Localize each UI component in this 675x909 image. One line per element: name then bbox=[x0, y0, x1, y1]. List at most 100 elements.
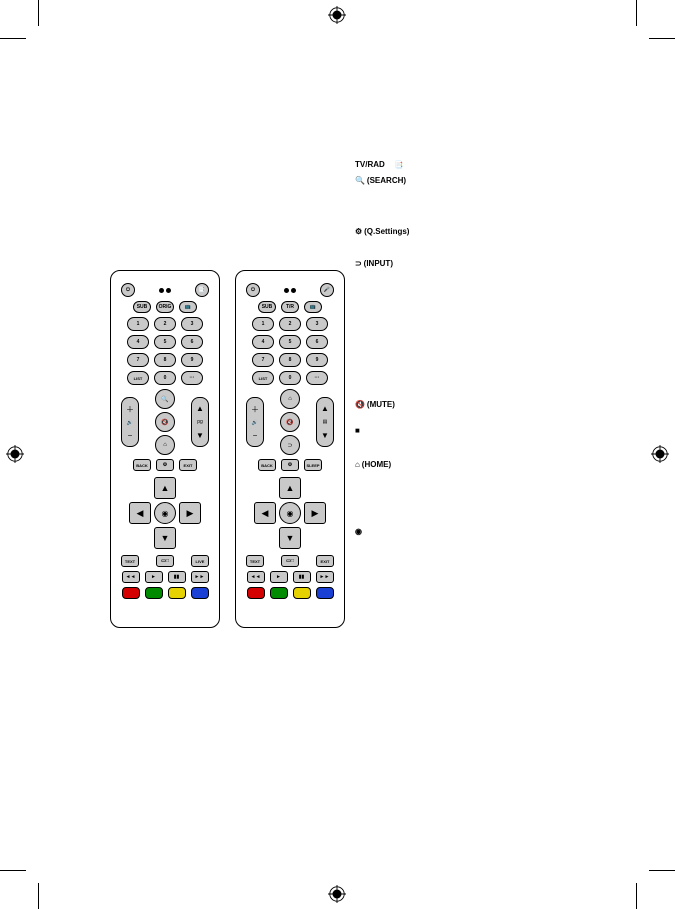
dpad-down: ▼ bbox=[154, 527, 176, 549]
mid-btn-1: 🔍 bbox=[155, 389, 175, 409]
rocker-row: ＋🔊− ⌂ 🔇 ⊃ ▲▤▼ bbox=[246, 389, 334, 455]
desc-home: ⌂ (HOME) bbox=[355, 460, 645, 470]
desc-input: ⊃ (INPUT) bbox=[355, 259, 645, 269]
num-9: 9 bbox=[181, 353, 203, 367]
back-button: BACK bbox=[258, 459, 276, 471]
text-row: TEXT ▭□ LIVE bbox=[121, 555, 209, 567]
top-right-button: 📑 bbox=[195, 283, 209, 297]
num-row-3: 789 bbox=[121, 353, 209, 367]
list-button: LIST bbox=[252, 371, 274, 385]
num-row-1: 123 bbox=[121, 317, 209, 331]
num-3: 3 bbox=[181, 317, 203, 331]
red-button bbox=[122, 587, 140, 599]
subtitle-button: SUB bbox=[133, 301, 151, 313]
desc-mute: 🔇 (MUTE) bbox=[355, 400, 645, 410]
description-column: TV/RAD ⌄/📑 🔍 (SEARCH) ⚙ (Q.Settings) ⊃ (… bbox=[355, 160, 645, 543]
yellow-button bbox=[293, 587, 311, 599]
led-group bbox=[159, 283, 171, 297]
num-1: 1 bbox=[127, 317, 149, 331]
num-row-4: LIST 0 ··· bbox=[121, 371, 209, 385]
remote-diagrams: ⏻ 📑 SUB ORIG 📺 123 456 789 LIST0··· ＋🔊− … bbox=[110, 270, 345, 628]
more-button: ··· bbox=[306, 371, 328, 385]
av-button: ▭□ bbox=[281, 555, 299, 567]
power-button: ⏻ bbox=[121, 283, 135, 297]
input-icon: ⊃ bbox=[355, 259, 362, 268]
num-9: 9 bbox=[306, 353, 328, 367]
num-7: 7 bbox=[252, 353, 274, 367]
pause-button: ▮▮ bbox=[168, 571, 186, 583]
num-0: 0 bbox=[279, 371, 301, 385]
mid-btn-2: 🔇 bbox=[280, 412, 300, 432]
num-row-2: 456 bbox=[121, 335, 209, 349]
dpad-down: ▼ bbox=[279, 527, 301, 549]
list-button: LIST bbox=[127, 371, 149, 385]
more-button: ··· bbox=[181, 371, 203, 385]
sleep-button: SLEEP bbox=[304, 459, 322, 471]
num-7: 7 bbox=[127, 353, 149, 367]
mid-btn-3: ⌂ bbox=[155, 435, 175, 455]
play-button: ► bbox=[145, 571, 163, 583]
text-button: TEXT bbox=[121, 555, 139, 567]
crop-mark bbox=[38, 883, 39, 909]
av-button: ▭□ bbox=[156, 555, 174, 567]
mid-btn-1: ⌂ bbox=[280, 389, 300, 409]
text-button: TEXT bbox=[246, 555, 264, 567]
orig-button: ORIG bbox=[156, 301, 174, 313]
dpad: ▲ ▼ ◀ ▶ ◉ bbox=[129, 477, 201, 549]
pause-button: ▮▮ bbox=[293, 571, 311, 583]
green-button bbox=[270, 587, 288, 599]
remote-b: ⏻ 🎤 SUB T/R 📺 123 456 789 LIST0··· ＋🔊− ⌂… bbox=[235, 270, 345, 628]
remote-a: ⏻ 📑 SUB ORIG 📺 123 456 789 LIST 0 ··· ＋🔊− … bbox=[110, 270, 220, 628]
num-2: 2 bbox=[279, 317, 301, 331]
registration-mark-bottom bbox=[328, 885, 346, 903]
color-row bbox=[121, 587, 209, 599]
exit-button: EXIT bbox=[316, 555, 334, 567]
num-row-2: 456 bbox=[246, 335, 334, 349]
exit-button: EXIT bbox=[179, 459, 197, 471]
rewind-button: ◄◄ bbox=[122, 571, 140, 583]
num-5: 5 bbox=[154, 335, 176, 349]
registration-mark-left bbox=[6, 445, 24, 463]
media-row: ◄◄►▮▮►► bbox=[121, 571, 209, 583]
num-8: 8 bbox=[279, 353, 301, 367]
remote-top-row: ⏻ 📑 bbox=[121, 283, 209, 297]
desc-search: 🔍 (SEARCH) bbox=[355, 176, 645, 186]
tv-button: 📺 bbox=[179, 301, 197, 313]
rocker-row: ＋🔊− 🔍 🔇 ⌂ ▲pg▼ bbox=[121, 389, 209, 455]
media-row: ◄◄►▮▮►► bbox=[246, 571, 334, 583]
mid-buttons: 🔍 🔇 ⌂ bbox=[155, 389, 175, 455]
page-rocker: ▲▤▼ bbox=[316, 397, 334, 447]
settings-icon: ⚙ bbox=[355, 227, 362, 236]
num-0: 0 bbox=[154, 371, 176, 385]
crop-mark bbox=[636, 883, 637, 909]
settings-button: ⚙ bbox=[281, 459, 299, 471]
desc-qsettings: ⚙ (Q.Settings) bbox=[355, 227, 645, 237]
stop-icon: ■ bbox=[355, 426, 360, 435]
num-8: 8 bbox=[154, 353, 176, 367]
mid-btn-3: ⊃ bbox=[280, 435, 300, 455]
glyph-tvrad: ⌄/📑 bbox=[387, 162, 404, 169]
dpad-up: ▲ bbox=[154, 477, 176, 499]
back-row: BACK ⚙ SLEEP bbox=[246, 459, 334, 471]
num-3: 3 bbox=[306, 317, 328, 331]
live-button: LIVE bbox=[191, 555, 209, 567]
top-right-button: 🎤 bbox=[320, 283, 334, 297]
num-4: 4 bbox=[252, 335, 274, 349]
dpad-up: ▲ bbox=[279, 477, 301, 499]
led-group bbox=[284, 283, 296, 297]
play-button: ► bbox=[270, 571, 288, 583]
subtitle-button: SUB bbox=[258, 301, 276, 313]
dpad: ▲ ▼ ◀ ▶ ◉ bbox=[254, 477, 326, 549]
tv-button: 📺 bbox=[304, 301, 322, 313]
registration-mark-right bbox=[651, 445, 669, 463]
crop-mark bbox=[649, 870, 675, 871]
volume-rocker: ＋🔊− bbox=[121, 397, 139, 447]
rewind-button: ◄◄ bbox=[247, 571, 265, 583]
crop-mark bbox=[636, 0, 637, 26]
crop-mark bbox=[649, 38, 675, 39]
mute-icon: 🔇 bbox=[355, 400, 365, 409]
back-row: BACK⚙EXIT bbox=[121, 459, 209, 471]
num-5: 5 bbox=[279, 335, 301, 349]
row-sub: SUB T/R 📺 bbox=[246, 301, 334, 313]
page-content: 12 TV/RAD ⌄/📑 🔍 (SEARCH) ⚙ (Q.Settings) … bbox=[45, 120, 630, 789]
